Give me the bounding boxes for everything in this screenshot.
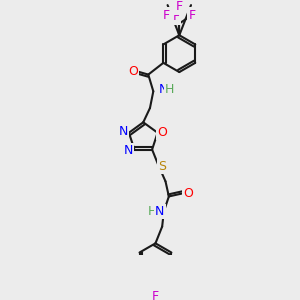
- Text: F: F: [188, 9, 195, 22]
- Text: N: N: [155, 205, 164, 218]
- Text: N: N: [158, 83, 168, 96]
- Text: F: F: [152, 290, 159, 300]
- Text: H: H: [147, 205, 157, 218]
- Text: S: S: [158, 160, 166, 173]
- Text: O: O: [157, 126, 167, 139]
- Text: O: O: [183, 187, 193, 200]
- Text: N: N: [118, 125, 128, 138]
- Text: F: F: [172, 10, 179, 23]
- Text: F: F: [176, 0, 183, 13]
- Text: N: N: [124, 144, 133, 157]
- Text: O: O: [128, 65, 138, 78]
- Text: F: F: [163, 9, 170, 22]
- Text: H: H: [165, 83, 174, 96]
